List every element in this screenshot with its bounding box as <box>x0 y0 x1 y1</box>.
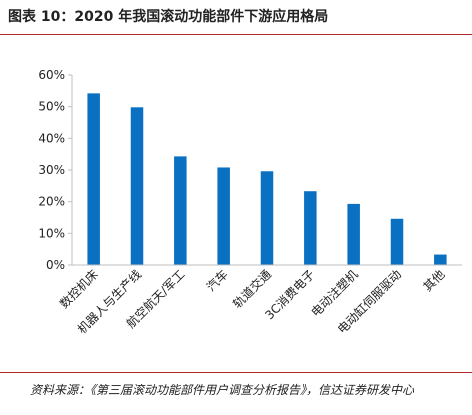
bar <box>390 218 404 265</box>
x-tick-label: 数控机床 <box>56 267 101 312</box>
bar <box>174 156 187 265</box>
y-tick-label: 20% <box>38 195 65 209</box>
bar <box>304 191 317 265</box>
y-axis-ticks: 0% 10% 20% 30% 40% 50% 60% <box>38 68 72 272</box>
figure-title: 图表 10：2020 年我国滚动功能部件下游应用格局 <box>8 9 329 25</box>
bar <box>347 203 360 265</box>
bar-chart: 0% 10% 20% 30% 40% 50% 60% 数控机床机器人与生产线航空航天/军工汽… <box>38 68 462 337</box>
y-tick-label: 40% <box>38 131 65 145</box>
y-tick-label: 10% <box>38 226 65 240</box>
x-tick-label: 轨道交通 <box>230 267 275 312</box>
bar <box>130 107 144 265</box>
bar <box>87 93 100 265</box>
y-tick-label: 60% <box>38 68 65 82</box>
title-rule <box>0 34 472 35</box>
x-tick-label: 汽车 <box>203 267 231 295</box>
source-note: 资料来源：《第三届滚动功能部件用户调查分析报告》，信达证券研发中心 <box>30 383 415 397</box>
chart-bars <box>87 93 447 265</box>
bar <box>434 254 447 265</box>
x-tick-label: 其他 <box>421 267 448 294</box>
bar <box>217 167 230 265</box>
y-tick-label: 30% <box>38 163 65 177</box>
y-tick-label: 50% <box>38 100 65 114</box>
source-rule <box>0 372 472 373</box>
bar <box>260 171 274 265</box>
y-tick-label: 0% <box>46 258 65 272</box>
